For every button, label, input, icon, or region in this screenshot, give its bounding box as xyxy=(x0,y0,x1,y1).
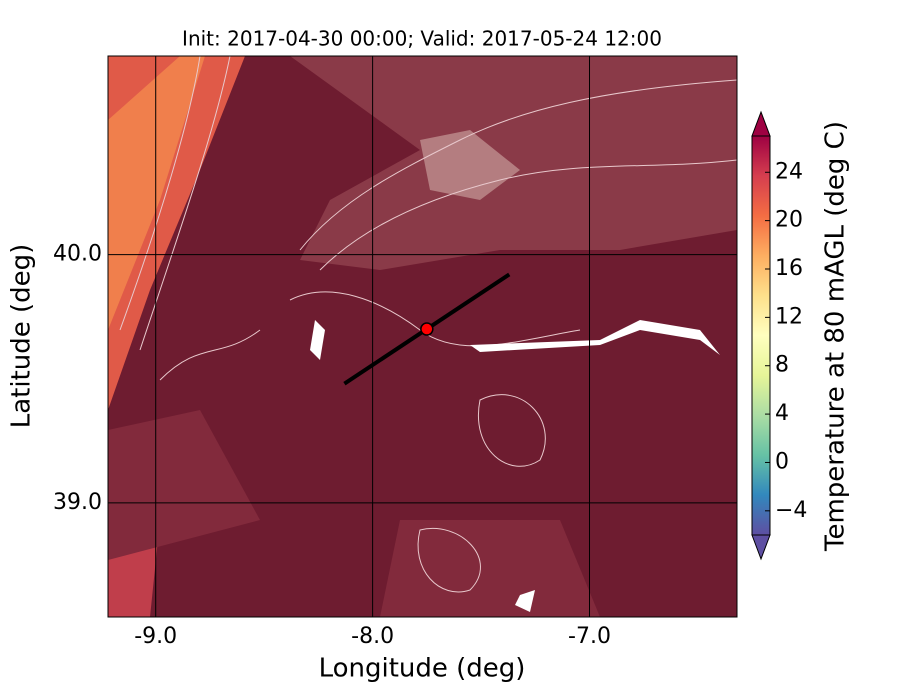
x-axis-label: Longitude (deg) xyxy=(319,654,526,684)
field-coast xyxy=(108,56,205,330)
missing-patch xyxy=(310,320,325,360)
missing-data xyxy=(310,320,720,612)
contour xyxy=(119,56,201,331)
colorbar-tick-label: 8 xyxy=(775,353,789,378)
plot-frame xyxy=(107,55,738,618)
colorbar xyxy=(751,135,771,536)
contour xyxy=(159,329,261,381)
site-marker xyxy=(420,322,434,336)
colorbar-tick-label: 20 xyxy=(775,208,803,233)
chart-title: Init: 2017-04-30 00:00; Valid: 2017-05-2… xyxy=(182,27,662,51)
colorbar-tick-label: 16 xyxy=(775,256,803,281)
colorbar-label: Temperature at 80 mAGL (deg C) xyxy=(821,121,851,552)
contour xyxy=(417,528,481,593)
field-lowland xyxy=(380,520,600,617)
y-tick-label: 40.0 xyxy=(53,242,102,267)
missing-patch xyxy=(470,320,720,355)
contour xyxy=(289,291,581,347)
colorbar-tick-label: 4 xyxy=(775,401,789,426)
missing-patch xyxy=(515,590,535,612)
field-highland xyxy=(290,56,737,270)
colorbar-tick-label: 12 xyxy=(775,304,803,329)
colorbar-extend-top xyxy=(751,110,771,137)
colorbar-tick-label: 0 xyxy=(775,449,789,474)
colorbar-tick-label: −4 xyxy=(775,498,807,523)
field-lowland xyxy=(108,410,260,560)
x-tick-label: -9.0 xyxy=(134,624,177,649)
field xyxy=(108,56,737,617)
y-axis-label: Latitude (deg) xyxy=(7,244,37,429)
overlay xyxy=(108,56,737,617)
y-tick-label: 39.0 xyxy=(53,490,102,515)
contour xyxy=(319,159,737,271)
colorbar-tick-label: 24 xyxy=(775,159,803,184)
x-tick-label: -7.0 xyxy=(568,624,611,649)
colorbar-extend-bottom xyxy=(751,534,771,561)
x-tick-label: -8.0 xyxy=(351,624,394,649)
contour xyxy=(299,79,737,251)
contour xyxy=(478,394,546,467)
